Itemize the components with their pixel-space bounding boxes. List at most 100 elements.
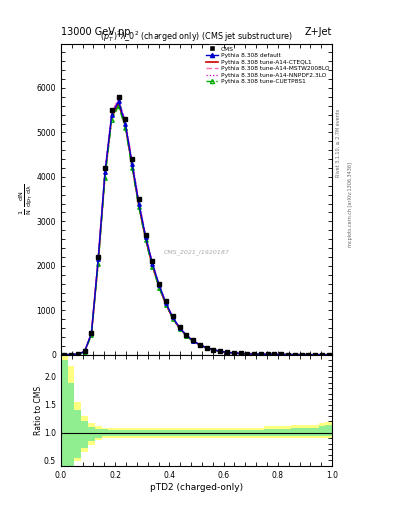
Pythia 8.308 default: [204, 345, 209, 351]
CMS: [279, 351, 284, 357]
Pythia 8.308 default: [123, 120, 128, 126]
Pythia 8.308 tune-CUETP8S1: [62, 352, 67, 358]
Pythia 8.308 default: [225, 349, 230, 355]
Pythia 8.308 tune-A14-CTEQL1: [204, 345, 209, 351]
Pythia 8.308 tune-A14-CTEQL1: [143, 236, 148, 242]
Pythia 8.308 tune-CUETP8S1: [265, 351, 270, 357]
CMS: [123, 116, 128, 122]
Pythia 8.308 tune-CUETP8S1: [204, 345, 209, 351]
Pythia 8.308 tune-A14-MSTW2008LO: [103, 167, 107, 173]
Text: CMS_2021_I1920187: CMS_2021_I1920187: [163, 249, 230, 255]
Pythia 8.308 tune-A14-CTEQL1: [136, 203, 141, 209]
Pythia 8.308 tune-A14-CTEQL1: [279, 351, 284, 357]
Pythia 8.308 tune-A14-MSTW2008LO: [272, 351, 277, 357]
Pythia 8.308 tune-A14-NNPDF2.3LO: [238, 350, 243, 356]
Pythia 8.308 tune-A14-MSTW2008LO: [320, 352, 324, 358]
Pythia 8.308 tune-CUETP8S1: [136, 204, 141, 210]
CMS: [265, 351, 270, 357]
Pythia 8.308 tune-A14-CTEQL1: [272, 351, 277, 357]
CMS: [116, 94, 121, 100]
Pythia 8.308 tune-A14-MSTW2008LO: [116, 96, 121, 102]
CMS: [326, 352, 331, 358]
Pythia 8.308 default: [272, 351, 277, 357]
Pythia 8.308 tune-A14-NNPDF2.3LO: [103, 167, 107, 174]
Pythia 8.308 tune-CUETP8S1: [299, 352, 304, 358]
Pythia 8.308 default: [286, 352, 290, 358]
Pythia 8.308 tune-A14-MSTW2008LO: [123, 118, 128, 124]
Pythia 8.308 default: [82, 348, 87, 354]
Pythia 8.308 tune-A14-MSTW2008LO: [211, 347, 216, 353]
Pythia 8.308 default: [218, 348, 222, 354]
CMS: [198, 342, 202, 348]
CMS: [143, 231, 148, 238]
Line: Pythia 8.308 tune-A14-NNPDF2.3LO: Pythia 8.308 tune-A14-NNPDF2.3LO: [64, 99, 329, 355]
Pythia 8.308 tune-A14-NNPDF2.3LO: [252, 351, 257, 357]
Pythia 8.308 tune-A14-NNPDF2.3LO: [299, 352, 304, 358]
Pythia 8.308 tune-A14-MSTW2008LO: [306, 352, 311, 358]
Pythia 8.308 default: [191, 338, 195, 344]
Pythia 8.308 default: [75, 351, 80, 357]
CMS: [109, 107, 114, 113]
Pythia 8.308 tune-A14-NNPDF2.3LO: [62, 352, 67, 358]
Pythia 8.308 tune-A14-CTEQL1: [231, 350, 236, 356]
Pythia 8.308 tune-CUETP8S1: [320, 352, 324, 358]
Pythia 8.308 tune-A14-MSTW2008LO: [326, 352, 331, 358]
Pythia 8.308 tune-CUETP8S1: [292, 352, 297, 358]
CMS: [177, 324, 182, 330]
Pythia 8.308 tune-A14-MSTW2008LO: [184, 332, 189, 338]
CMS: [211, 347, 216, 353]
Pythia 8.308 default: [157, 282, 162, 288]
Y-axis label: $\mathregular{\frac{1}{N}\ \frac{dN}{dp_T\ d\lambda}}$: $\mathregular{\frac{1}{N}\ \frac{dN}{dp_…: [18, 183, 35, 215]
Pythia 8.308 default: [320, 352, 324, 358]
Pythia 8.308 tune-A14-CTEQL1: [96, 259, 101, 265]
Pythia 8.308 tune-A14-CTEQL1: [109, 114, 114, 120]
Pythia 8.308 tune-CUETP8S1: [238, 350, 243, 356]
Pythia 8.308 default: [299, 352, 304, 358]
CMS: [191, 337, 195, 344]
Pythia 8.308 tune-CUETP8S1: [259, 351, 263, 357]
Text: 13000 GeV pp: 13000 GeV pp: [61, 27, 130, 37]
Pythia 8.308 tune-A14-NNPDF2.3LO: [136, 199, 141, 205]
Pythia 8.308 tune-CUETP8S1: [116, 103, 121, 109]
Pythia 8.308 tune-A14-CTEQL1: [198, 342, 202, 348]
Pythia 8.308 tune-A14-MSTW2008LO: [177, 324, 182, 330]
Pythia 8.308 tune-A14-NNPDF2.3LO: [184, 332, 189, 338]
Line: Pythia 8.308 default: Pythia 8.308 default: [62, 100, 331, 356]
CMS: [171, 313, 175, 319]
Pythia 8.308 tune-A14-NNPDF2.3LO: [225, 349, 230, 355]
Pythia 8.308 tune-A14-NNPDF2.3LO: [116, 96, 121, 102]
Pythia 8.308 default: [69, 352, 73, 358]
Pythia 8.308 tune-A14-MSTW2008LO: [163, 300, 168, 306]
Pythia 8.308 tune-A14-CTEQL1: [320, 352, 324, 358]
Pythia 8.308 tune-CUETP8S1: [231, 350, 236, 356]
Pythia 8.308 default: [245, 351, 250, 357]
Pythia 8.308 tune-A14-MSTW2008LO: [198, 342, 202, 348]
CMS: [89, 329, 94, 335]
Pythia 8.308 tune-A14-MSTW2008LO: [292, 352, 297, 358]
Pythia 8.308 default: [96, 256, 101, 262]
Pythia 8.308 tune-A14-MSTW2008LO: [231, 350, 236, 356]
Pythia 8.308 tune-A14-MSTW2008LO: [130, 158, 134, 164]
CMS: [231, 350, 236, 356]
Pythia 8.308 tune-A14-NNPDF2.3LO: [272, 351, 277, 357]
Pythia 8.308 tune-CUETP8S1: [143, 238, 148, 244]
Pythia 8.308 tune-CUETP8S1: [171, 316, 175, 322]
Pythia 8.308 tune-A14-CTEQL1: [292, 352, 297, 358]
Pythia 8.308 tune-A14-MSTW2008LO: [252, 351, 257, 357]
Pythia 8.308 tune-A14-CTEQL1: [157, 284, 162, 290]
Pythia 8.308 tune-CUETP8S1: [103, 175, 107, 181]
Pythia 8.308 tune-A14-NNPDF2.3LO: [306, 352, 311, 358]
Pythia 8.308 tune-A14-CTEQL1: [62, 352, 67, 358]
CMS: [163, 298, 168, 305]
Pythia 8.308 tune-A14-MSTW2008LO: [218, 348, 222, 354]
Pythia 8.308 tune-CUETP8S1: [252, 351, 257, 357]
CMS: [184, 331, 189, 337]
Pythia 8.308 tune-A14-MSTW2008LO: [157, 282, 162, 288]
Pythia 8.308 tune-A14-MSTW2008LO: [245, 351, 250, 357]
Pythia 8.308 tune-A14-CTEQL1: [211, 347, 216, 353]
Pythia 8.308 tune-A14-CTEQL1: [103, 172, 107, 178]
Pythia 8.308 tune-A14-MSTW2008LO: [75, 351, 80, 357]
CMS: [69, 351, 73, 357]
Pythia 8.308 tune-A14-NNPDF2.3LO: [69, 351, 73, 357]
Pythia 8.308 tune-CUETP8S1: [245, 351, 250, 357]
